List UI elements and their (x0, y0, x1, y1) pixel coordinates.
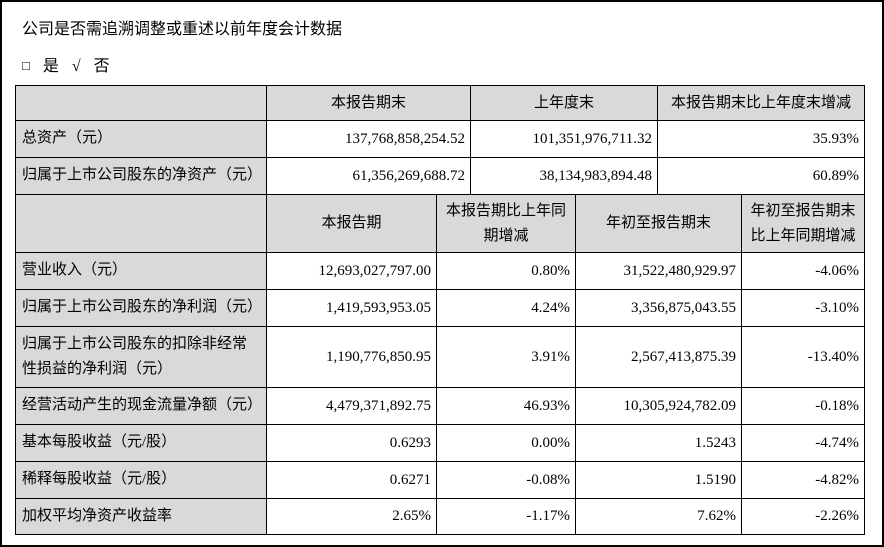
cell-value: 60.89% (657, 157, 865, 195)
cell-value: 1,419,593,953.05 (266, 289, 437, 327)
table-row: 总资产（元） 137,768,858,254.52 101,351,976,71… (15, 120, 865, 158)
table-header-row: 本报告期 本报告期比上年同期增减 年初至报告期末 年初至报告期末比上年同期增减 (15, 194, 865, 253)
table-row: 归属于上市公司股东的净资产（元） 61,356,269,688.72 38,13… (15, 157, 865, 195)
column-header: 本报告期末 (266, 85, 471, 121)
checkbox-unchecked-icon: □ (22, 58, 30, 73)
row-label: 归属于上市公司股东的净资产（元） (15, 157, 267, 195)
cell-value: 0.80% (436, 252, 576, 290)
row-label: 经营活动产生的现金流量净额（元） (15, 387, 267, 425)
checkmark-icon: √ (71, 58, 81, 75)
row-label: 归属于上市公司股东的净利润（元） (15, 289, 267, 327)
cell-value: 101,351,976,711.32 (470, 120, 658, 158)
corner-cell (15, 194, 267, 253)
table-row: 经营活动产生的现金流量净额（元） 4,479,371,892.75 46.93%… (15, 387, 865, 425)
cell-value: 10,305,924,782.09 (575, 387, 742, 425)
cell-value: 12,693,027,797.00 (266, 252, 437, 290)
table-row: 基本每股收益（元/股） 0.6293 0.00% 1.5243 -4.74% (15, 424, 865, 462)
cell-value: 0.00% (436, 424, 576, 462)
column-header: 本报告期 (266, 194, 437, 253)
cell-value: 1.5243 (575, 424, 742, 462)
yes-label: 是 (42, 58, 59, 75)
cell-value: -0.18% (741, 387, 865, 425)
cell-value: 31,522,480,929.97 (575, 252, 742, 290)
corner-cell (15, 85, 267, 121)
no-label: 否 (93, 58, 110, 75)
cell-value: 2,567,413,875.39 (575, 326, 742, 388)
cell-value: 38,134,983,894.48 (470, 157, 658, 195)
table-row: 归属于上市公司股东的净利润（元） 1,419,593,953.05 4.24% … (15, 289, 865, 327)
cell-value: -4.82% (741, 461, 865, 499)
cell-value: -13.40% (741, 326, 865, 388)
cell-value: -1.17% (436, 498, 576, 535)
table-row: 稀释每股收益（元/股） 0.6271 -0.08% 1.5190 -4.82% (15, 461, 865, 499)
cell-value: 3.91% (436, 326, 576, 388)
column-header: 年初至报告期末 (575, 194, 742, 253)
row-label: 稀释每股收益（元/股） (15, 461, 267, 499)
cell-value: 1,190,776,850.95 (266, 326, 437, 388)
cell-value: 7.62% (575, 498, 742, 535)
column-header: 本报告期末比上年度末增减 (657, 85, 865, 121)
row-label: 总资产（元） (15, 120, 267, 158)
cell-value: 35.93% (657, 120, 865, 158)
row-label: 基本每股收益（元/股） (15, 424, 267, 462)
cell-value: 61,356,269,688.72 (266, 157, 471, 195)
cell-value: 1.5190 (575, 461, 742, 499)
restatement-choice-bottom: □ 是 √ 否 (22, 543, 882, 545)
cell-value: -3.10% (741, 289, 865, 327)
restatement-question: 公司是否需追溯调整或重述以前年度会计数据 (22, 21, 343, 38)
cell-value: 137,768,858,254.52 (266, 120, 471, 158)
table-row: 归属于上市公司股东的扣除非经常性损益的净利润（元） 1,190,776,850.… (15, 326, 865, 388)
cell-value: -4.74% (741, 424, 865, 462)
cell-value: 4,479,371,892.75 (266, 387, 437, 425)
cell-value: 46.93% (436, 387, 576, 425)
cell-value: 3,356,875,043.55 (575, 289, 742, 327)
table-header-row: 本报告期末 上年度末 本报告期末比上年度末增减 (15, 85, 865, 121)
cell-value: 0.6293 (266, 424, 437, 462)
column-header: 上年度末 (470, 85, 658, 121)
cell-value: -4.06% (741, 252, 865, 290)
cell-value: -2.26% (741, 498, 865, 535)
row-label: 营业收入（元） (15, 252, 267, 290)
table-row: 营业收入（元） 12,693,027,797.00 0.80% 31,522,4… (15, 252, 865, 290)
cell-value: 2.65% (266, 498, 437, 535)
column-header: 本报告期比上年同期增减 (436, 194, 576, 253)
table-row: 加权平均净资产收益率 2.65% -1.17% 7.62% -2.26% (15, 498, 865, 535)
cell-value: -0.08% (436, 461, 576, 499)
column-header: 年初至报告期末比上年同期增减 (741, 194, 865, 253)
cell-value: 0.6271 (266, 461, 437, 499)
row-label: 加权平均净资产收益率 (15, 498, 267, 535)
row-label: 归属于上市公司股东的扣除非经常性损益的净利润（元） (15, 326, 267, 388)
restatement-choice-top: □ 是 √ 否 (22, 52, 882, 76)
balance-sheet-table: 本报告期末 上年度末 本报告期末比上年度末增减 总资产（元） 137,768,8… (15, 85, 865, 195)
income-statement-table: 本报告期 本报告期比上年同期增减 年初至报告期末 年初至报告期末比上年同期增减 … (15, 194, 865, 535)
cell-value: 4.24% (436, 289, 576, 327)
